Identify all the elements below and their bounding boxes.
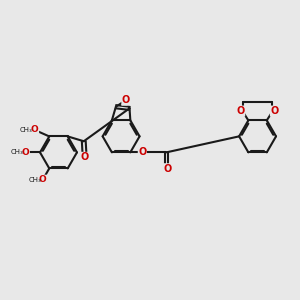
- Text: O: O: [236, 106, 245, 116]
- Text: O: O: [80, 152, 89, 162]
- Text: CH₃: CH₃: [28, 177, 41, 183]
- Text: O: O: [22, 148, 29, 157]
- Text: O: O: [270, 106, 279, 116]
- Text: O: O: [122, 95, 130, 105]
- Text: O: O: [31, 125, 39, 134]
- Text: O: O: [138, 147, 146, 157]
- Text: O: O: [164, 164, 172, 174]
- Text: O: O: [39, 175, 47, 184]
- Text: CH₃: CH₃: [11, 149, 23, 155]
- Text: CH₃: CH₃: [20, 127, 32, 133]
